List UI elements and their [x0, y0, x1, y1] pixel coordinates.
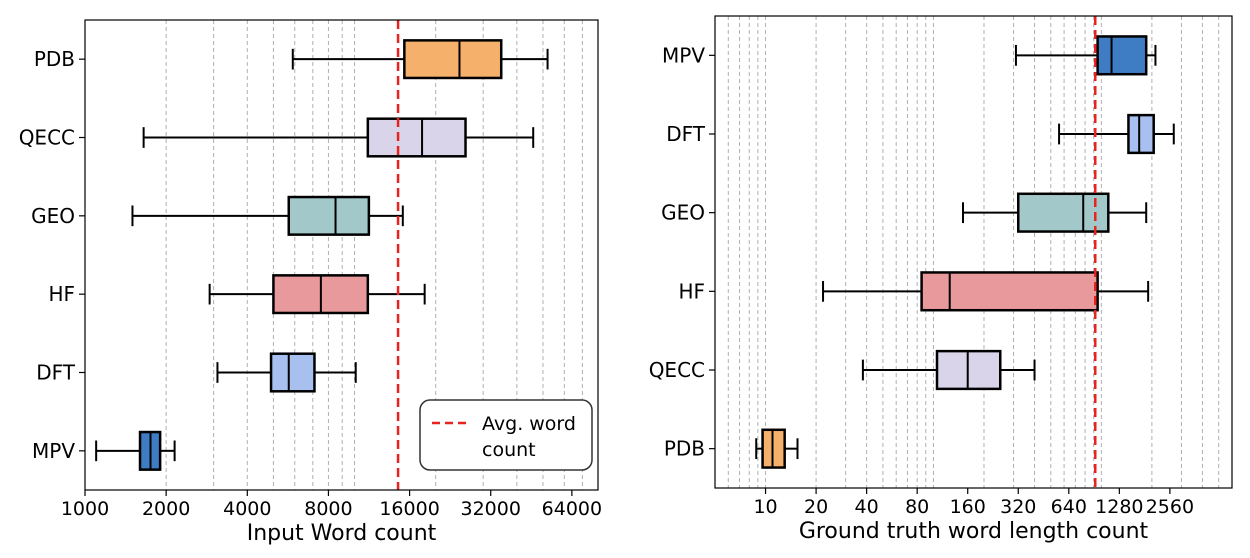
iqr-box	[403, 39, 503, 80]
category-label: QECC	[649, 358, 705, 382]
x-tick-label: 8000	[304, 498, 352, 520]
category-label: DFT	[666, 122, 706, 146]
x-tick-label: 16000	[379, 498, 439, 520]
iqr-box	[1127, 113, 1155, 155]
iqr-box	[920, 271, 1099, 312]
category-label: HF	[678, 279, 705, 303]
category-label: PDB	[34, 47, 75, 71]
x-tick-label: 64000	[542, 498, 602, 520]
category-label: GEO	[31, 204, 75, 228]
grid-lines	[165, 20, 583, 490]
iqr-box	[1017, 192, 1110, 233]
box-geo	[131, 195, 404, 236]
box-geo	[962, 192, 1148, 233]
boxes	[95, 39, 549, 471]
x-tick-label: 1280	[1095, 496, 1143, 518]
category-label: MPV	[662, 43, 705, 67]
category-label: DFT	[36, 361, 76, 385]
x-tick-label: 320	[1000, 496, 1036, 518]
x-tick-label: 2000	[142, 498, 190, 520]
box-pdb	[291, 39, 549, 80]
box-hf	[822, 271, 1150, 312]
category-label: HF	[48, 282, 75, 306]
box-dft	[1058, 113, 1175, 155]
left-boxplot-chart: PDB QECC GEO HF DFT MPV 1000 2000 4000 8000 16000 3…	[19, 19, 602, 546]
iqr-box	[1096, 35, 1148, 76]
x-tick-label: 1000	[61, 498, 109, 520]
box-qecc	[142, 117, 535, 158]
x-axis-title: Input Word count	[247, 521, 437, 546]
iqr-box	[269, 352, 316, 393]
x-tick-label: 2560	[1146, 496, 1194, 518]
plot-frame	[714, 15, 1233, 489]
box-mpv	[1014, 35, 1157, 76]
box-dft	[216, 352, 357, 393]
category-label: PDB	[664, 437, 705, 461]
iqr-box	[761, 428, 786, 469]
legend-label: count	[482, 439, 536, 461]
category-label: QECC	[19, 126, 75, 150]
grid-lines	[727, 16, 1220, 488]
x-axis-title: Ground truth word length count	[799, 519, 1149, 544]
box-hf	[208, 274, 426, 315]
x-tick-label: 32000	[461, 498, 521, 520]
category-label: MPV	[32, 439, 75, 463]
right-boxplot-chart: MPV DFT GEO HF QECC PDB 10 20 40 80 160 320 640 1280 2…	[649, 15, 1233, 544]
iqr-box	[287, 195, 371, 236]
plot-frame	[84, 19, 599, 491]
x-tick-label: 40	[855, 496, 879, 518]
x-tick-label: 160	[950, 496, 986, 518]
x-tick-label: 10	[753, 496, 777, 518]
x-tick-label: 20	[804, 496, 828, 518]
x-tick-label: 640	[1051, 496, 1087, 518]
x-tick-label: 80	[905, 496, 929, 518]
x-tick-label: 4000	[223, 498, 271, 520]
box-mpv	[95, 430, 176, 471]
box-qecc	[861, 349, 1036, 391]
box-pdb	[755, 428, 799, 469]
iqr-box	[366, 117, 467, 158]
boxes	[755, 35, 1175, 469]
legend: Avg. word count	[419, 399, 593, 471]
legend-label: Avg. word	[482, 413, 576, 435]
legend-box	[419, 399, 593, 471]
category-label: GEO	[661, 201, 705, 225]
